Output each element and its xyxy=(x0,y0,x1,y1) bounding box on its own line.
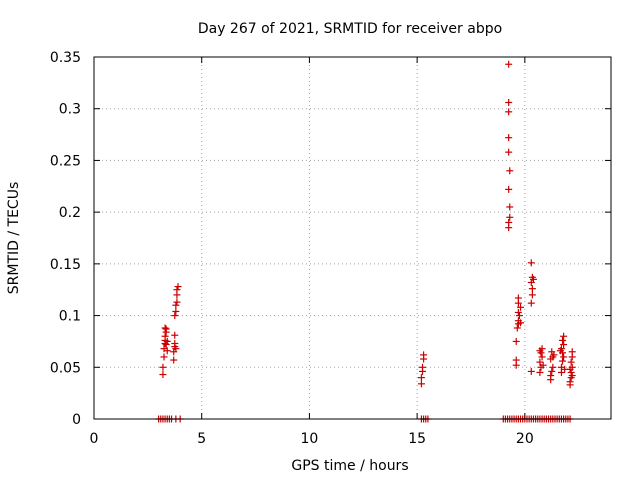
data-point xyxy=(568,363,576,371)
data-point xyxy=(512,337,520,345)
data-point xyxy=(517,319,525,327)
data-point xyxy=(171,312,179,320)
data-point xyxy=(419,363,427,371)
data-point xyxy=(172,345,180,353)
data-point xyxy=(536,358,544,366)
data-point xyxy=(515,312,523,320)
data-point xyxy=(559,336,567,344)
data-point xyxy=(567,358,575,366)
tick-layer: 0 0.05 0.1 0.15 0.2 0.25 0.3 0.35 0 5 10 15 20 xyxy=(50,50,611,447)
data-point xyxy=(536,347,544,355)
data-point xyxy=(417,374,425,382)
data-point xyxy=(529,275,537,283)
data-point xyxy=(160,353,168,361)
data-point xyxy=(527,259,535,267)
y-tick-label: 0 xyxy=(72,412,81,428)
data-point xyxy=(505,134,513,142)
data-point xyxy=(159,371,167,379)
y-tick-label: 0.3 xyxy=(59,102,81,118)
data-point xyxy=(505,218,513,226)
data-point xyxy=(506,203,514,211)
data-point xyxy=(559,357,567,365)
data-point xyxy=(505,99,513,107)
data-point xyxy=(163,337,171,345)
data-point xyxy=(170,356,178,364)
data-point xyxy=(514,294,522,302)
data-point xyxy=(171,339,179,347)
data-point xyxy=(566,378,574,386)
data-point xyxy=(159,363,167,371)
data-point xyxy=(506,167,514,175)
data-point xyxy=(527,299,535,307)
y-tick-label: 0.2 xyxy=(59,205,81,221)
data-point xyxy=(528,285,536,293)
data-point xyxy=(172,307,180,315)
data-point xyxy=(173,286,181,294)
data-point xyxy=(161,332,169,340)
data-point xyxy=(556,347,564,355)
data-point xyxy=(536,368,544,376)
data-point xyxy=(174,283,182,291)
data-point xyxy=(163,347,171,355)
x-tick-label: 5 xyxy=(197,431,206,447)
data-point xyxy=(539,361,547,369)
y-tick-label: 0.05 xyxy=(50,360,81,376)
data-point xyxy=(568,372,576,380)
data-point xyxy=(512,356,520,364)
data-point xyxy=(513,324,521,332)
data-point xyxy=(171,331,179,339)
x-tick-label: 20 xyxy=(516,431,534,447)
x-tick-label: 0 xyxy=(90,431,99,447)
data-point xyxy=(417,380,425,388)
data-point xyxy=(560,341,568,349)
data-point xyxy=(514,308,522,316)
data-point xyxy=(517,303,525,311)
chart-title: Day 267 of 2021, SRMTID for receiver abp… xyxy=(198,21,502,37)
data-point xyxy=(547,372,555,380)
data-point xyxy=(528,291,536,299)
y-tick-label: 0.35 xyxy=(50,50,81,66)
data-point xyxy=(560,353,568,361)
x-tick-label: 15 xyxy=(408,431,426,447)
plot-frame xyxy=(93,56,612,420)
data-point xyxy=(505,185,513,193)
data-point xyxy=(162,325,170,333)
y-tick-label: 0.25 xyxy=(50,153,81,169)
x-axis-label: GPS time / hours xyxy=(291,458,408,474)
data-point xyxy=(567,368,575,376)
y-tick-label: 0.1 xyxy=(59,309,81,325)
x-tick-label: 10 xyxy=(301,431,319,447)
data-point xyxy=(549,363,557,371)
data-point xyxy=(548,367,556,375)
data-point xyxy=(161,324,169,332)
y-tick-label: 0.15 xyxy=(50,257,81,273)
data-point xyxy=(505,60,513,68)
data-point xyxy=(172,301,180,309)
data-point xyxy=(506,213,514,221)
data-point xyxy=(505,108,513,116)
data-point xyxy=(420,351,428,359)
grid-lines xyxy=(94,57,611,419)
data-point xyxy=(173,298,181,306)
data-point xyxy=(568,348,576,356)
data-point xyxy=(505,148,513,156)
data-points xyxy=(155,60,576,423)
data-point xyxy=(538,353,546,361)
y-axis-label: SRMTID / TECUs xyxy=(6,182,22,295)
data-point xyxy=(162,341,170,349)
data-point xyxy=(560,332,568,340)
data-point xyxy=(527,367,535,375)
data-point xyxy=(550,351,558,359)
